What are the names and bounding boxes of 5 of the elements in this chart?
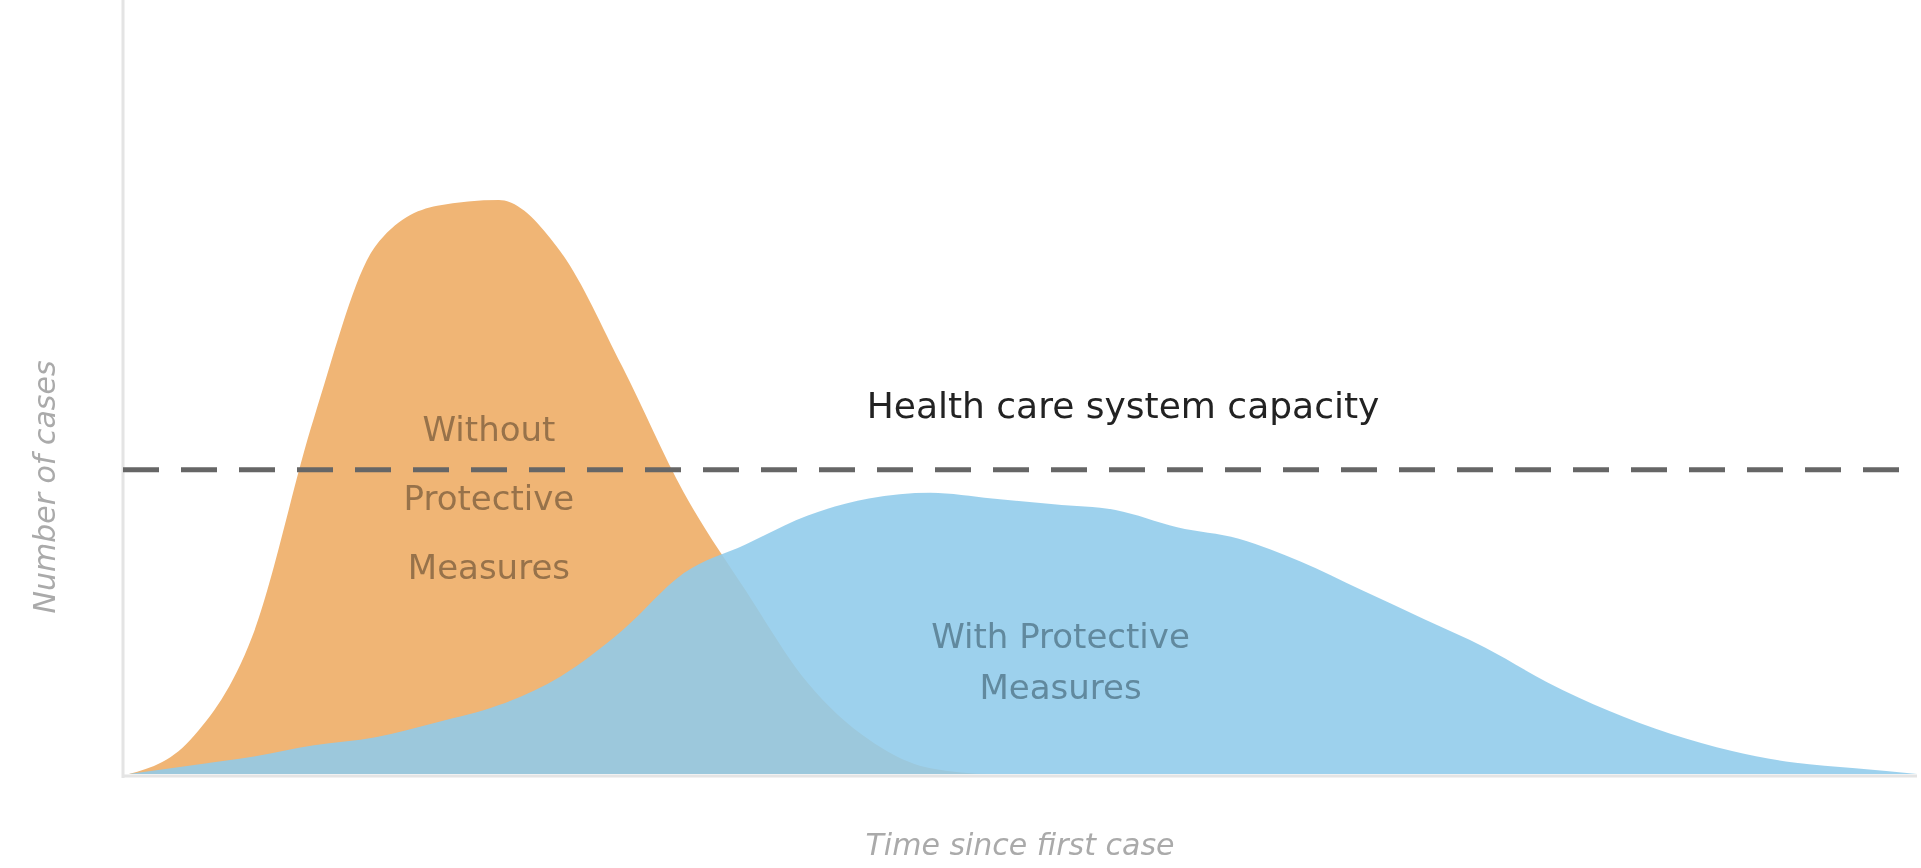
ref-line-label: Health care system capacity — [866, 384, 1380, 426]
x-axis-title: Time since first case — [865, 827, 1175, 862]
series-label: Without Protective Measures — [403, 409, 575, 587]
y-axis-title: Number of cases — [27, 360, 62, 614]
series-label: With Protective Measures — [931, 615, 1190, 708]
